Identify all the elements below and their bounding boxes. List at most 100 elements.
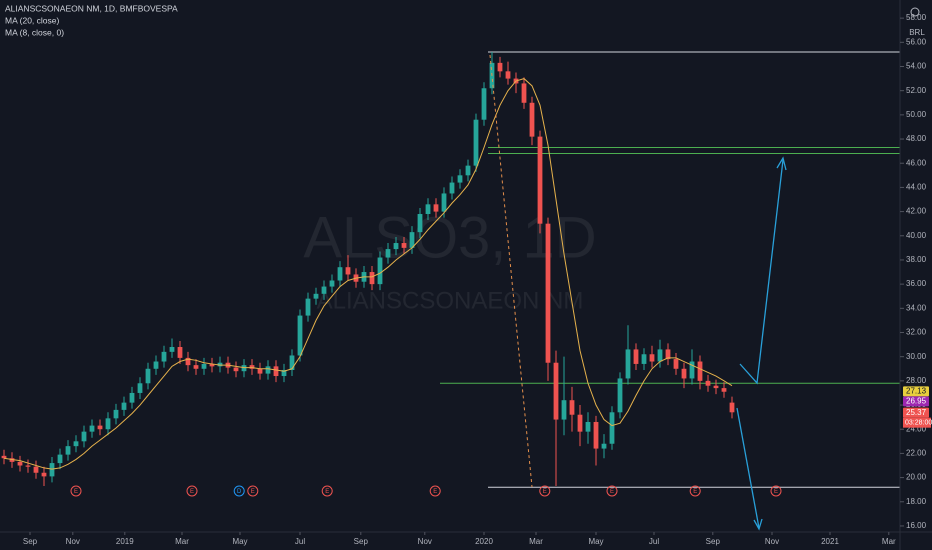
candle-body: [681, 368, 687, 379]
candle-body: [713, 385, 719, 389]
candle-body: [449, 182, 455, 194]
candle-body: [305, 298, 311, 316]
event-marker: [233, 485, 245, 497]
x-tick-label: Sep: [23, 537, 38, 546]
candle-body: [217, 362, 223, 367]
indicator-legend: MA (20, close): [5, 15, 59, 25]
candle-body: [617, 378, 623, 413]
price-label-box: [903, 396, 929, 407]
candle-body: [313, 293, 319, 299]
x-tick-label: 2021: [821, 537, 839, 546]
countdown-box: [903, 417, 931, 428]
trend-line: [489, 54, 533, 488]
up-arrow-head: [776, 156, 787, 171]
event-label: E: [693, 489, 697, 495]
candle-body: [137, 383, 143, 393]
event-marker: [321, 485, 333, 497]
candle-body: [329, 280, 335, 287]
event-label: E: [190, 489, 194, 495]
candle-body: [433, 204, 439, 212]
candle-body: [65, 446, 71, 455]
event-marker: [770, 485, 782, 497]
candle-body: [545, 223, 551, 363]
candle-body: [249, 365, 255, 369]
candle-body: [281, 369, 287, 377]
y-tick-label: 52.00: [906, 86, 927, 95]
event-marker: [689, 485, 701, 497]
candle-body: [209, 363, 215, 367]
candle-body: [145, 368, 151, 384]
candle-body: [121, 402, 127, 410]
candle-body: [233, 367, 239, 372]
y-tick-label: 38.00: [906, 255, 927, 264]
candle-body: [481, 88, 487, 120]
x-tick-label: Jul: [295, 537, 305, 546]
candle-body: [193, 365, 199, 369]
event-marker: [429, 485, 441, 497]
y-tick-label: 36.00: [906, 279, 927, 288]
x-tick-label: Nov: [765, 537, 779, 546]
price-label: 26.95: [906, 396, 927, 405]
y-tick-label: 32.00: [906, 328, 927, 337]
y-tick-label: 48.00: [906, 134, 927, 143]
up-arrow: [739, 159, 784, 385]
candle-body: [153, 361, 159, 369]
candle-body: [609, 412, 615, 444]
candle-body: [601, 443, 607, 449]
symbol-title: ALIANSCSONAEON NM, 1D, BMFBOVESPA: [5, 3, 178, 13]
x-tick-label: Mar: [882, 537, 896, 546]
currency: BRL: [909, 28, 925, 37]
y-tick-label: 20.00: [906, 473, 927, 482]
x-tick-label: 2020: [475, 537, 493, 546]
candle-body: [337, 267, 343, 281]
candle-body: [577, 414, 583, 432]
candle-body: [625, 349, 631, 379]
event-marker: [186, 485, 198, 497]
countdown: 03:28:00: [905, 420, 932, 427]
candle-body: [169, 347, 175, 352]
candle-body: [457, 175, 463, 183]
candle-body: [417, 214, 423, 233]
price-label: 27.13: [906, 386, 927, 395]
candle-body: [697, 361, 703, 381]
y-tick-label: 34.00: [906, 303, 927, 312]
candle-body: [393, 243, 399, 250]
price-label: 25.37: [906, 408, 927, 417]
candle-body: [321, 286, 327, 294]
y-tick-label: 42.00: [906, 207, 927, 216]
candle-body: [129, 392, 135, 403]
x-tick-label: Sep: [706, 537, 721, 546]
candle-body: [113, 409, 119, 419]
x-tick-label: Nov: [418, 537, 432, 546]
projection-arrows: [736, 156, 787, 531]
candle-body: [633, 349, 639, 364]
candle-body: [561, 400, 567, 420]
candle-body: [649, 354, 655, 362]
candle-body: [585, 421, 591, 432]
candle-body: [57, 454, 63, 464]
candle-body: [505, 71, 511, 79]
candle-body: [497, 62, 503, 72]
candle-body: [721, 388, 727, 392]
candle-body: [705, 380, 711, 386]
candle-body: [97, 425, 103, 430]
candle-body: [425, 204, 431, 215]
candle-body: [241, 365, 247, 372]
x-tick-label: May: [232, 537, 247, 546]
candle-body: [161, 351, 167, 362]
candle-body: [177, 347, 183, 358]
event-marker: [539, 485, 551, 497]
event-label: D: [237, 489, 242, 495]
candle-body: [377, 257, 383, 285]
y-tick-label: 24.00: [906, 424, 927, 433]
x-tick-label: Mar: [175, 537, 189, 546]
y-tick-label: 50.00: [906, 110, 927, 119]
candle-body: [521, 83, 527, 103]
candle-body: [673, 359, 679, 369]
candle-body: [185, 357, 191, 366]
candle-body: [569, 400, 575, 415]
candle-body: [89, 425, 95, 432]
settings-icon[interactable]: [910, 7, 920, 17]
